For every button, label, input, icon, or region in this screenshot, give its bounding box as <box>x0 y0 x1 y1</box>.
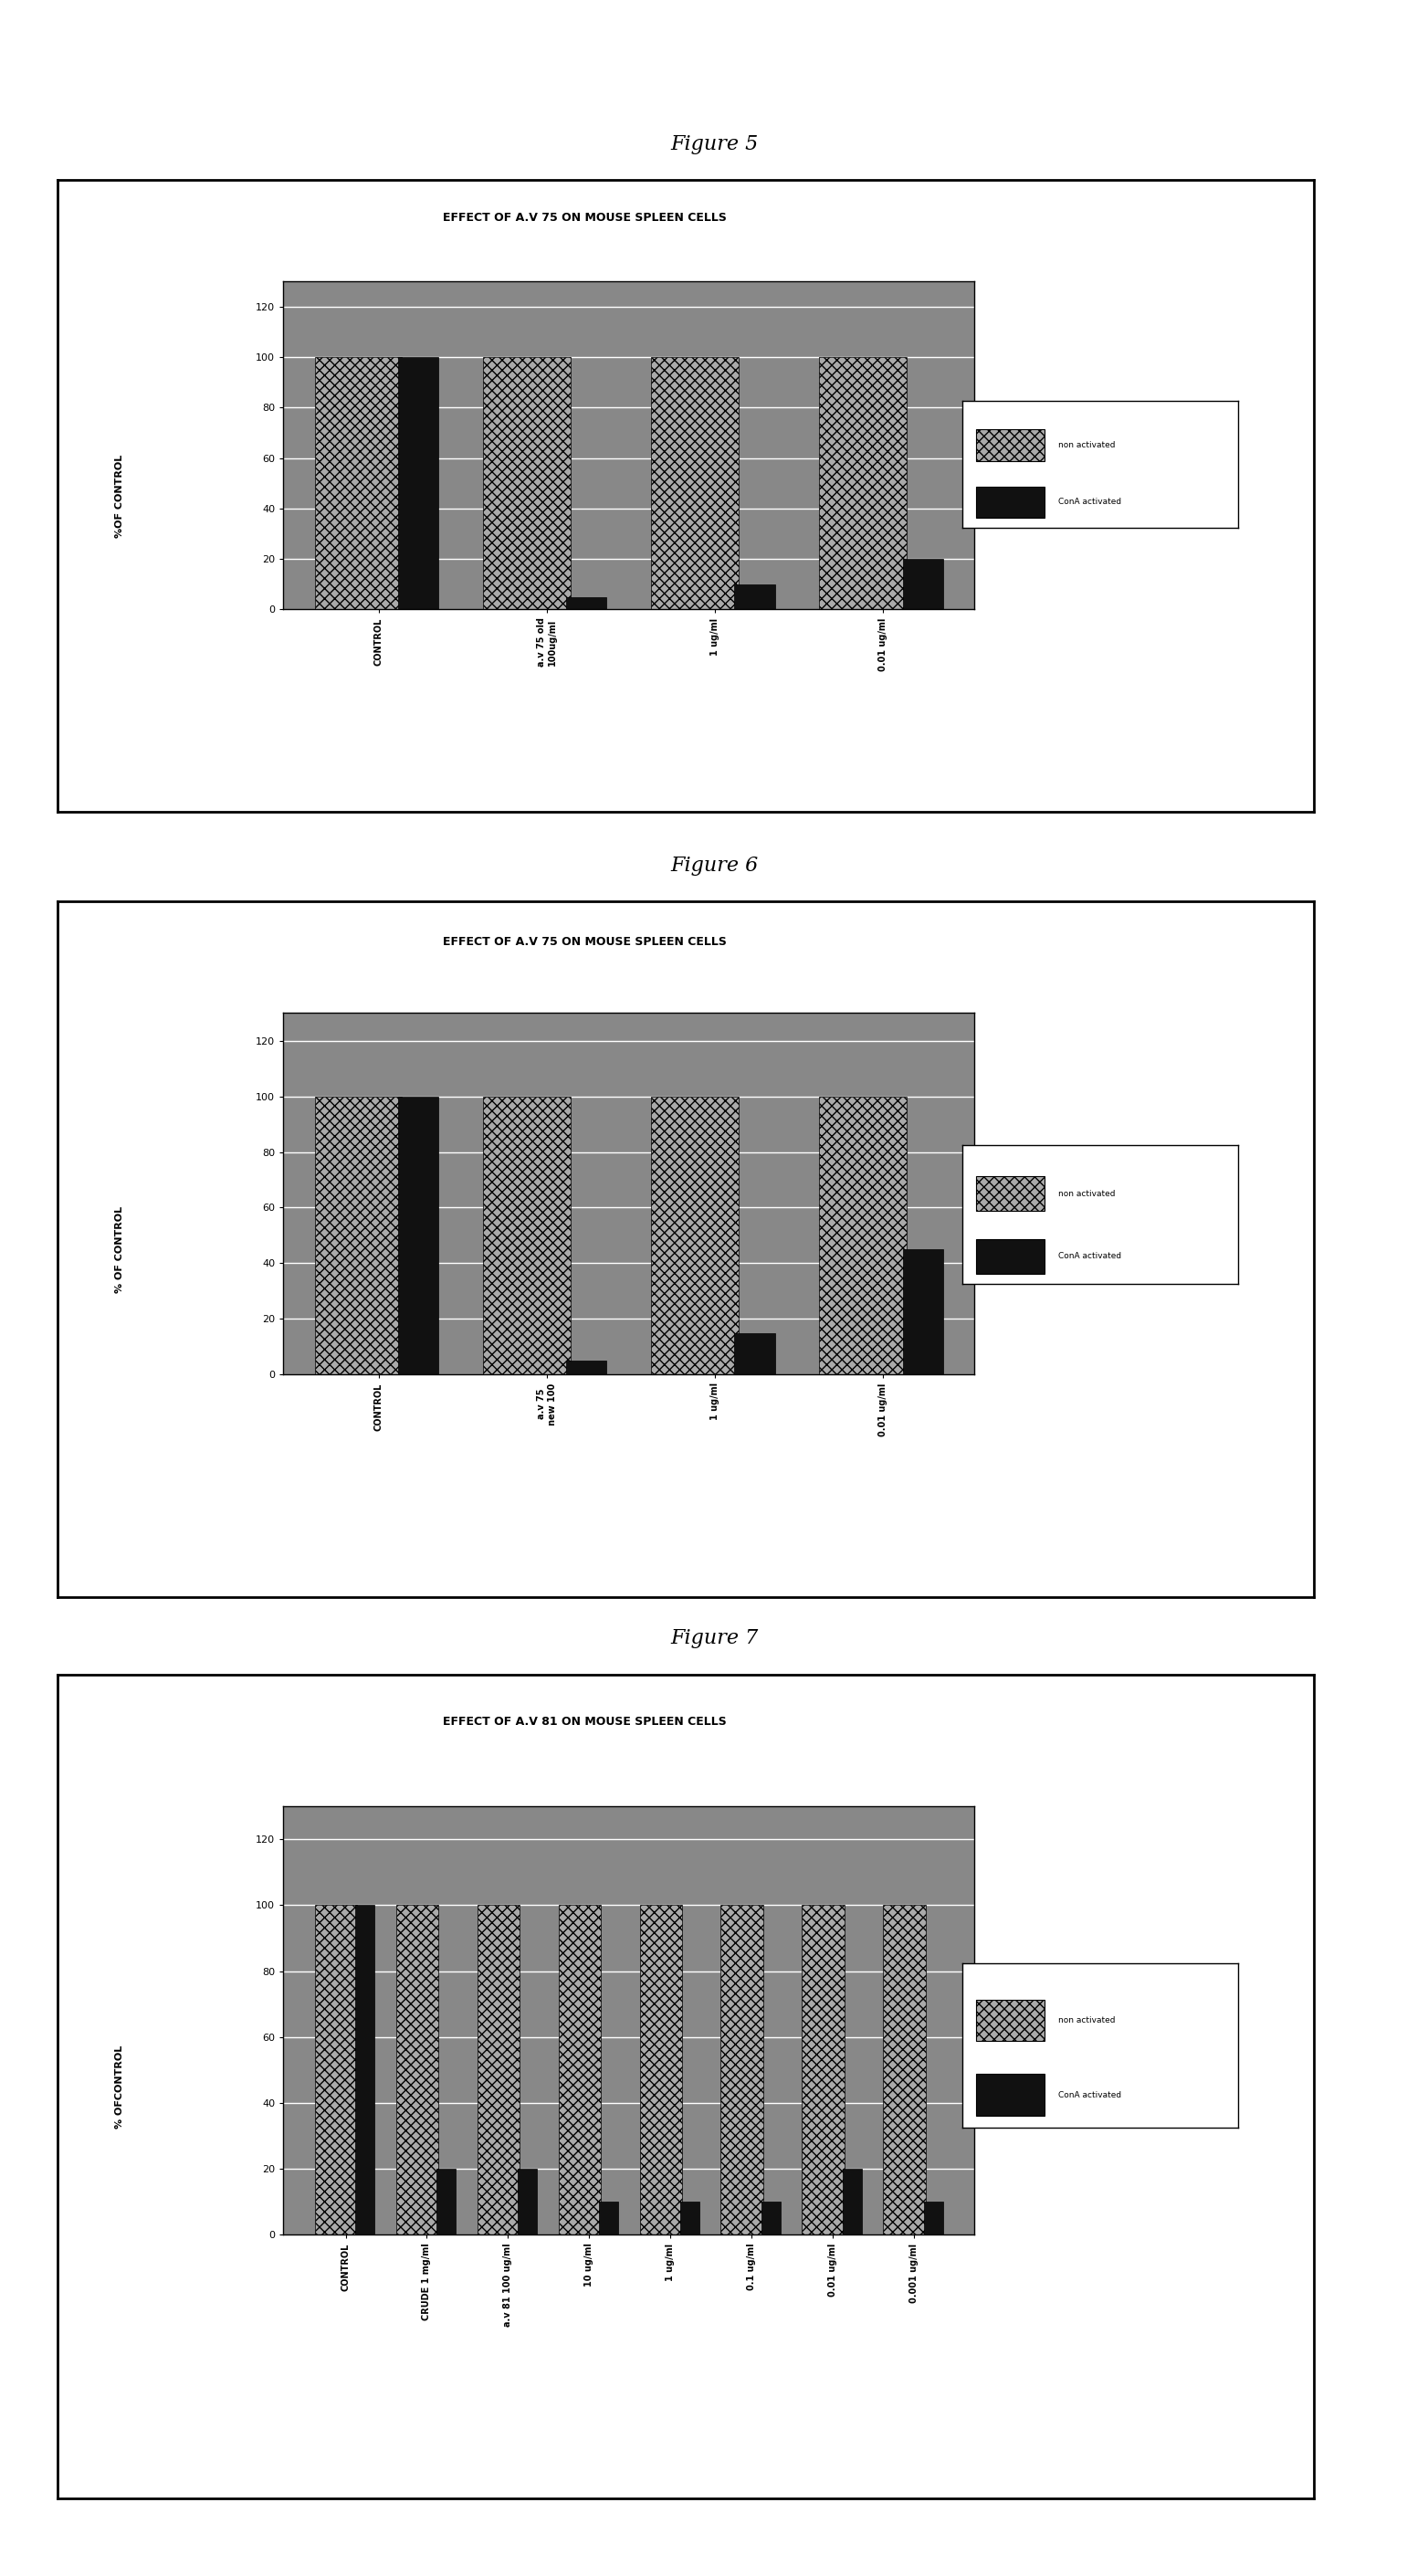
Text: %OF CONTROL: %OF CONTROL <box>116 453 124 538</box>
Bar <box>680 2202 700 2236</box>
Bar <box>398 1097 438 1376</box>
Bar <box>356 1906 374 2236</box>
Text: ConA activated: ConA activated <box>1058 1252 1122 1260</box>
Text: EFFECT OF A.V 75 ON MOUSE SPLEEN CELLS: EFFECT OF A.V 75 ON MOUSE SPLEEN CELLS <box>443 935 727 948</box>
Bar <box>396 1906 438 2236</box>
FancyBboxPatch shape <box>975 487 1045 518</box>
FancyBboxPatch shape <box>975 1239 1045 1273</box>
Bar <box>558 1906 601 2236</box>
Bar <box>884 1906 925 2236</box>
Bar <box>314 1097 403 1376</box>
Bar <box>483 1097 570 1376</box>
Bar <box>436 2169 456 2236</box>
Bar <box>398 358 438 611</box>
Bar <box>820 358 907 611</box>
Text: Figure 5: Figure 5 <box>670 134 758 155</box>
Bar <box>567 598 607 611</box>
Bar <box>734 585 775 611</box>
FancyBboxPatch shape <box>962 1144 1238 1283</box>
Bar <box>734 1332 775 1376</box>
Text: Figure 6: Figure 6 <box>670 855 758 876</box>
Text: Figure 7: Figure 7 <box>670 1628 758 1649</box>
Text: % OF CONTROL: % OF CONTROL <box>116 1206 124 1293</box>
Text: non activated: non activated <box>1058 1190 1115 1198</box>
FancyBboxPatch shape <box>975 1177 1045 1211</box>
Text: non activated: non activated <box>1058 2017 1115 2025</box>
Bar <box>517 2169 537 2236</box>
Text: EFFECT OF A.V 81 ON MOUSE SPLEEN CELLS: EFFECT OF A.V 81 ON MOUSE SPLEEN CELLS <box>443 1716 727 1728</box>
Bar <box>314 1906 357 2236</box>
Bar <box>843 2169 863 2236</box>
Bar <box>483 358 570 611</box>
Text: non activated: non activated <box>1058 440 1115 448</box>
Bar <box>314 358 403 611</box>
FancyBboxPatch shape <box>962 1963 1238 2128</box>
Bar <box>477 1906 520 2236</box>
FancyBboxPatch shape <box>975 2074 1045 2115</box>
FancyBboxPatch shape <box>975 1999 1045 2040</box>
Bar <box>721 1906 763 2236</box>
Text: ConA activated: ConA activated <box>1058 497 1122 507</box>
FancyBboxPatch shape <box>975 430 1045 461</box>
Bar <box>651 1097 738 1376</box>
Bar <box>820 1097 907 1376</box>
Text: % OFCONTROL: % OFCONTROL <box>116 2045 124 2128</box>
FancyBboxPatch shape <box>962 402 1238 528</box>
Text: EFFECT OF A.V 75 ON MOUSE SPLEEN CELLS: EFFECT OF A.V 75 ON MOUSE SPLEEN CELLS <box>443 211 727 224</box>
Bar <box>567 1360 607 1376</box>
Text: ConA activated: ConA activated <box>1058 2092 1122 2099</box>
Bar <box>902 559 942 611</box>
Bar <box>640 1906 681 2236</box>
Bar <box>902 1249 942 1376</box>
Bar <box>651 358 738 611</box>
Bar <box>803 1906 844 2236</box>
Bar <box>598 2202 618 2236</box>
Bar <box>761 2202 781 2236</box>
Bar <box>924 2202 942 2236</box>
